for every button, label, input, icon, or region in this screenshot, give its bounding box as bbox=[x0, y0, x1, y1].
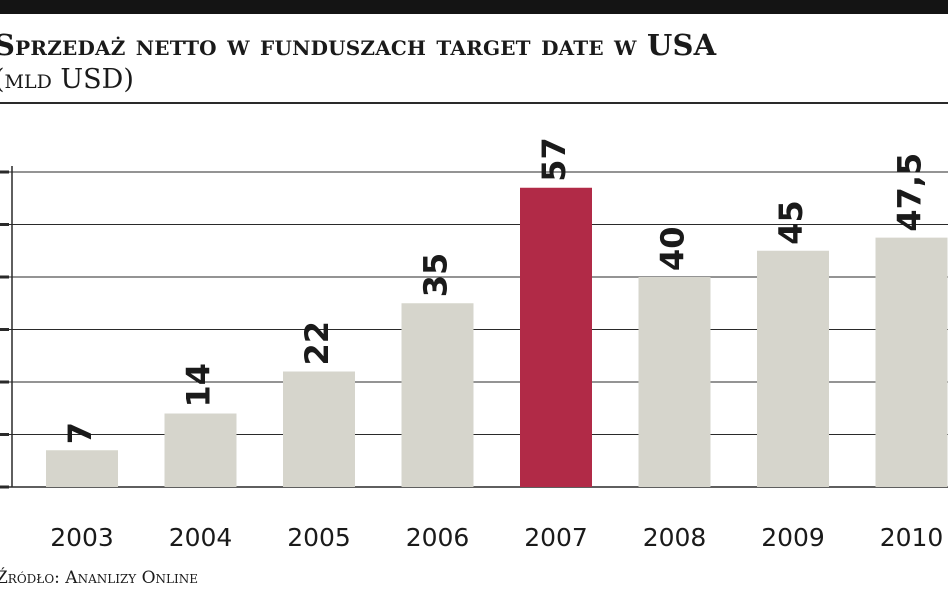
bar-value-label: 45 bbox=[772, 200, 810, 245]
bar-value-label: 47,5 bbox=[891, 153, 929, 232]
x-tick-labels: 2003 2004 2005 2006 2007 2008 2009 2010 bbox=[50, 523, 943, 552]
bar-value-label: 35 bbox=[417, 253, 455, 298]
bar-2003 bbox=[46, 450, 118, 487]
x-tick-label: 2004 bbox=[169, 523, 233, 552]
bar-2004 bbox=[164, 413, 237, 487]
bar-2010 bbox=[875, 237, 948, 487]
x-tick-label: 2007 bbox=[524, 523, 588, 552]
bar-value-label: 22 bbox=[298, 321, 336, 366]
bar-labels: 7 14 22 35 57 40 45 47,5 bbox=[61, 137, 929, 444]
x-tick-label: 2006 bbox=[406, 523, 470, 552]
x-tick-label: 2010 bbox=[880, 523, 944, 552]
x-tick-label: 2003 bbox=[50, 523, 114, 552]
bar-value-label: 40 bbox=[654, 226, 692, 271]
bar-2005 bbox=[283, 371, 355, 487]
x-tick-label: 2008 bbox=[643, 523, 707, 552]
bars bbox=[46, 187, 948, 487]
bar-value-label: 7 bbox=[61, 422, 99, 444]
bar-value-label: 57 bbox=[535, 137, 573, 182]
top-rule bbox=[0, 0, 948, 14]
source-note: Źródło: Ananlizy Online bbox=[0, 568, 199, 588]
chart-title: Sprzedaż netto w funduszach target date … bbox=[0, 28, 717, 62]
x-tick-label: 2009 bbox=[761, 523, 825, 552]
header-divider bbox=[0, 102, 948, 104]
chart-subtitle: (mld USD) bbox=[0, 64, 134, 95]
bar-2008 bbox=[638, 277, 711, 487]
bar-value-label: 14 bbox=[180, 363, 218, 408]
bar-2009 bbox=[757, 250, 829, 487]
x-tick-label: 2005 bbox=[287, 523, 351, 552]
bar-2007 bbox=[520, 187, 592, 487]
bar-2006 bbox=[401, 303, 474, 487]
